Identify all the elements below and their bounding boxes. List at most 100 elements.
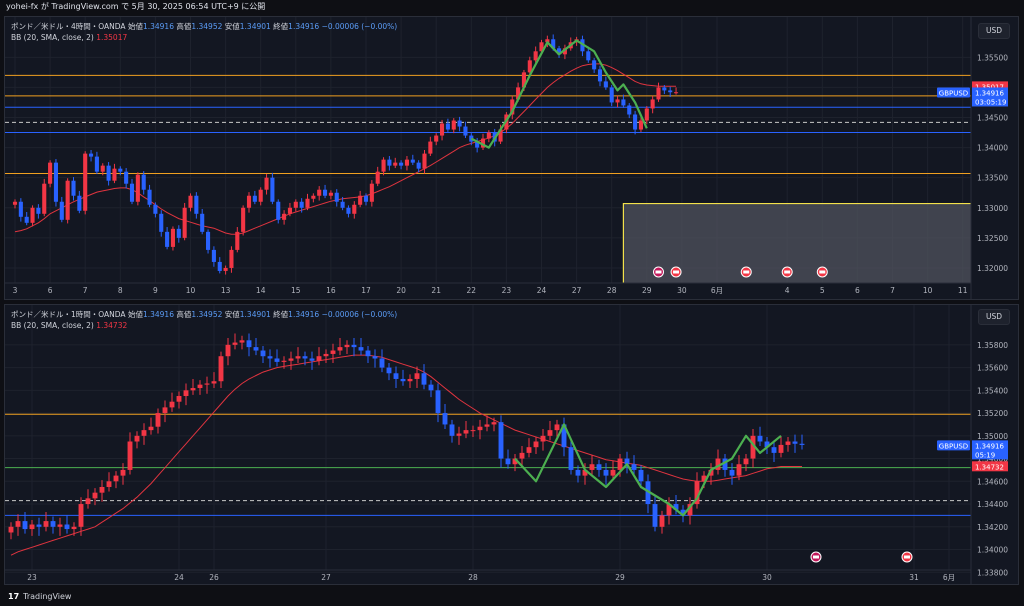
candle-body [526, 447, 532, 453]
candle-body [188, 195, 193, 208]
currency-button[interactable]: USD [978, 23, 1010, 39]
time-tick-label: 7 [83, 286, 88, 295]
time-tick-label: 13 [221, 286, 231, 295]
candle-body [644, 108, 649, 121]
price-tag-label: 1.34732 [975, 463, 1004, 471]
candle-body [505, 458, 511, 465]
candle-body [274, 358, 280, 362]
candle-body [627, 105, 632, 115]
close-label: 終値 [273, 310, 289, 319]
candle-body [633, 114, 638, 130]
candle-body [694, 481, 700, 505]
candle-body [241, 207, 246, 232]
time-tick-label: 30 [762, 573, 772, 582]
candle-body [36, 207, 41, 214]
target-zone-border [622, 202, 971, 283]
time-tick-label: 22 [467, 286, 477, 295]
price-tick-label: 1.34400 [977, 500, 1008, 509]
candle-body [48, 162, 53, 184]
candle-body [539, 42, 544, 52]
footer-brand[interactable]: 17 TradingView [0, 588, 1024, 606]
chart-1h-svg[interactable]: 1.358001.356001.354001.352001.350001.348… [5, 305, 1018, 584]
candle-body [463, 430, 469, 434]
candle-body [393, 373, 399, 379]
indicator-legend-1h[interactable]: BB (20, SMA, close, 2) 1.34732 [11, 321, 127, 330]
candle-body [414, 373, 420, 379]
candle-body [708, 469, 714, 476]
price-tag-label: 03:05:19 [975, 98, 1006, 106]
high-value: 1.34952 [191, 22, 223, 31]
candle-body [701, 475, 707, 482]
price-tick-label: 1.34600 [977, 477, 1008, 486]
event-icon-detail [813, 555, 819, 559]
candle-body [258, 189, 263, 202]
low-label: 安値 [224, 22, 240, 31]
candle-body [603, 81, 608, 88]
candle-body [169, 401, 175, 408]
candle-body [287, 207, 292, 214]
candle-body [792, 441, 798, 444]
candle-body [352, 204, 357, 214]
price-tick-label: 1.33000 [977, 204, 1008, 213]
candle-body [486, 132, 491, 139]
symbol-label: ポンド／米ドル・4時間・OANDA [11, 22, 126, 31]
candle-body [92, 492, 98, 499]
candle-body [381, 159, 386, 172]
chart-panel-1h[interactable]: 1.358001.356001.354001.352001.350001.348… [4, 304, 1019, 585]
symbol-tag-label: GBPUSD [939, 442, 968, 450]
close-value: 1.34916 [288, 22, 320, 31]
candle-body [100, 165, 105, 172]
candle-body [386, 367, 392, 374]
candle-body [267, 356, 273, 359]
low-value: 1.34901 [239, 22, 271, 31]
candle-body [498, 129, 503, 142]
candle-body [715, 458, 721, 470]
indicator-value: 1.34732 [96, 321, 128, 330]
indicator-legend-4h[interactable]: BB (20, SMA, close, 2) 1.35017 [11, 33, 127, 42]
candle-body [498, 422, 504, 459]
candle-body [337, 347, 343, 351]
price-tick-label: 1.34500 [977, 114, 1008, 123]
candle-body [428, 384, 434, 391]
candle-body [50, 521, 56, 527]
candle-body [652, 504, 658, 527]
candle-body [141, 430, 147, 436]
bb-middle-line [10, 354, 802, 556]
event-icon-detail [743, 270, 750, 274]
price-tag [972, 440, 1008, 451]
publish-header: yohei-fx が TradingView.com で 5月 30, 2025… [0, 0, 1024, 14]
time-tick-label: 29 [642, 286, 652, 295]
candle-body [305, 198, 310, 208]
candle-body [456, 433, 462, 436]
candle-body [547, 430, 553, 436]
change-value: −0.00006 (−0.00%) [321, 22, 398, 31]
price-tick-label: 1.35600 [977, 364, 1008, 373]
open-value: 1.34916 [142, 310, 174, 319]
candle-body [217, 261, 222, 271]
time-tick-label: 9 [153, 286, 158, 295]
candle-body [57, 524, 63, 527]
candle-body [106, 481, 112, 487]
candle-body [736, 464, 742, 476]
price-tag [972, 449, 1008, 460]
time-tick-label: 26 [209, 573, 219, 582]
candle-body [586, 51, 591, 61]
chart-4h-svg[interactable]: 1.355001.350001.345001.340001.335001.330… [5, 17, 1018, 299]
candle-body [451, 120, 456, 130]
candle-body [194, 195, 199, 214]
candle-body [148, 426, 154, 431]
price-tick-label: 1.34000 [977, 144, 1008, 153]
wave-drawing [470, 39, 648, 149]
currency-button[interactable]: USD [978, 309, 1010, 325]
symbol-tag [937, 87, 970, 98]
candle-body [141, 174, 146, 190]
candle-body [295, 356, 301, 359]
time-tick-label: 23 [27, 573, 37, 582]
price-tag [972, 96, 1008, 107]
candle-body [638, 120, 643, 130]
chart-panel-4h[interactable]: 1.355001.350001.345001.340001.335001.330… [4, 16, 1019, 300]
candle-body [799, 443, 805, 445]
high-label: 高値 [176, 22, 192, 31]
price-tag-label: 1.34916 [975, 442, 1004, 450]
candle-body [165, 231, 170, 247]
